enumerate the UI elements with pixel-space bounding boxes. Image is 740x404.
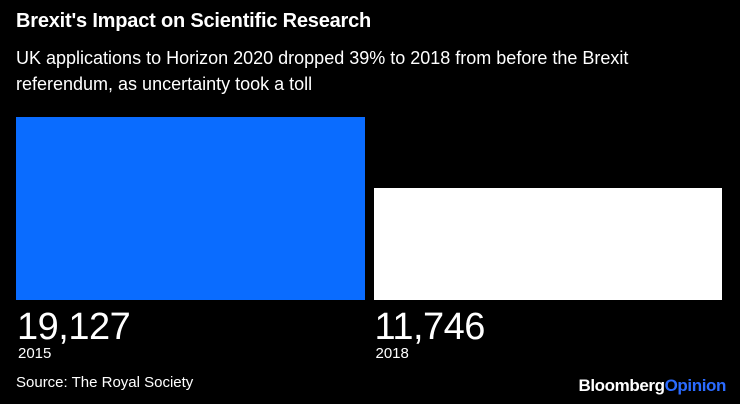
category-label-2018: 2018 bbox=[375, 345, 409, 362]
chart-subtitle: UK applications to Horizon 2020 dropped … bbox=[16, 48, 629, 94]
value-label-2018: 11,746 bbox=[374, 306, 486, 348]
source-note: Source: The Royal Society bbox=[16, 374, 194, 391]
plot-area bbox=[16, 117, 722, 300]
value-label-2015: 19,127 bbox=[17, 306, 131, 348]
chart-title: Brexit's Impact on Scientific Research bbox=[16, 10, 372, 32]
brand-logo-part1: Bloomberg bbox=[578, 376, 665, 395]
brand-logo-part2: Opinion bbox=[664, 376, 727, 395]
brand-logo: BloombergOpinion bbox=[578, 376, 726, 396]
bar-2018 bbox=[373, 188, 722, 300]
category-label-2015: 2015 bbox=[18, 345, 52, 362]
bar-2015 bbox=[16, 117, 365, 300]
